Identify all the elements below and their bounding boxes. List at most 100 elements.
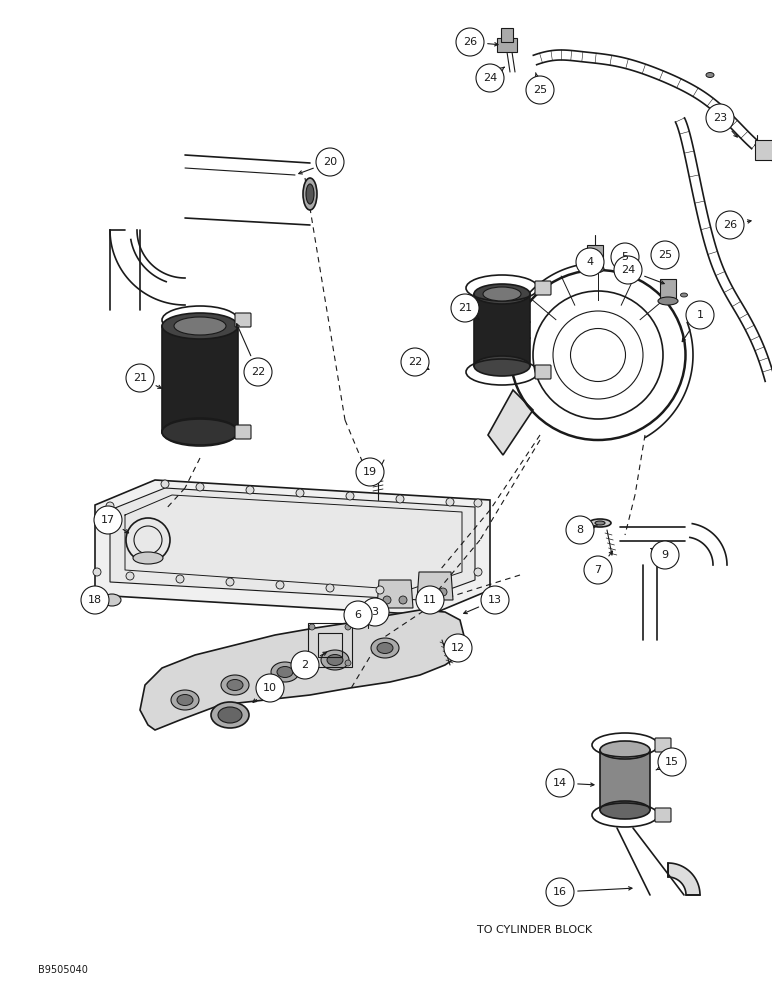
Text: 10: 10 [263,683,277,693]
Ellipse shape [174,317,226,335]
Text: 22: 22 [251,367,265,377]
Circle shape [176,575,184,583]
Bar [501,28,513,42]
Ellipse shape [177,694,193,706]
Ellipse shape [303,178,317,210]
Circle shape [81,586,109,614]
Circle shape [309,624,315,630]
Circle shape [399,596,407,604]
Ellipse shape [171,690,199,710]
Circle shape [276,581,284,589]
Ellipse shape [327,654,343,666]
Circle shape [126,572,134,580]
Ellipse shape [271,662,299,682]
Bar [162,326,238,432]
Ellipse shape [474,356,530,376]
Text: 15: 15 [665,757,679,767]
Ellipse shape [600,741,650,759]
Ellipse shape [321,650,349,670]
Ellipse shape [227,680,243,690]
Ellipse shape [600,801,650,819]
Circle shape [126,364,154,392]
Circle shape [226,578,234,586]
Circle shape [526,76,554,104]
Circle shape [106,502,114,510]
Circle shape [474,568,482,576]
Circle shape [256,674,284,702]
Circle shape [612,255,622,265]
Polygon shape [95,480,490,615]
Ellipse shape [474,284,530,304]
FancyBboxPatch shape [235,425,251,439]
Polygon shape [417,572,453,600]
Circle shape [356,458,384,486]
Polygon shape [377,580,413,608]
Polygon shape [488,390,533,455]
Circle shape [439,588,447,596]
Ellipse shape [218,707,242,723]
Circle shape [376,586,384,594]
Ellipse shape [306,184,314,204]
Circle shape [706,104,734,132]
Ellipse shape [680,293,688,297]
Text: 8: 8 [577,525,584,535]
FancyBboxPatch shape [655,738,671,752]
Ellipse shape [162,419,238,445]
Circle shape [346,492,354,500]
Text: 25: 25 [658,250,672,260]
Circle shape [423,588,431,596]
Ellipse shape [371,638,399,658]
Circle shape [716,211,744,239]
Bar [474,294,530,366]
Text: 11: 11 [423,595,437,605]
Text: 7: 7 [594,565,601,575]
Ellipse shape [377,643,393,654]
Text: 24: 24 [482,73,497,83]
Text: 4: 4 [587,257,594,267]
Ellipse shape [103,594,121,606]
Circle shape [345,624,351,630]
Circle shape [383,596,391,604]
Text: B9505040: B9505040 [38,965,88,975]
Circle shape [566,516,594,544]
Circle shape [291,651,319,679]
Circle shape [576,248,604,276]
Circle shape [611,243,639,271]
Circle shape [326,584,334,592]
Circle shape [426,593,434,601]
Circle shape [546,878,574,906]
Text: 19: 19 [363,467,377,477]
Polygon shape [110,488,475,600]
Bar [600,750,650,810]
Text: 9: 9 [662,550,669,560]
Bar [587,245,603,267]
Ellipse shape [133,552,163,564]
Circle shape [344,601,372,629]
Circle shape [93,568,101,576]
Text: 1: 1 [696,310,703,320]
Circle shape [345,660,351,666]
Circle shape [481,586,509,614]
FancyBboxPatch shape [235,313,251,327]
Ellipse shape [277,666,293,678]
Circle shape [401,348,429,376]
Circle shape [396,495,404,503]
Circle shape [361,598,389,626]
Circle shape [658,748,686,776]
Text: 5: 5 [621,252,628,262]
Ellipse shape [658,297,678,305]
Circle shape [546,769,574,797]
Polygon shape [140,610,465,730]
Bar [755,140,772,160]
Circle shape [651,541,679,569]
Circle shape [416,586,444,614]
Ellipse shape [706,73,714,78]
Text: 16: 16 [553,887,567,897]
Text: 18: 18 [88,595,102,605]
Circle shape [196,483,204,491]
Text: TO CYLINDER BLOCK: TO CYLINDER BLOCK [477,925,593,935]
Circle shape [444,634,472,662]
Text: 13: 13 [488,595,502,605]
Text: 21: 21 [133,373,147,383]
Bar [497,38,517,52]
